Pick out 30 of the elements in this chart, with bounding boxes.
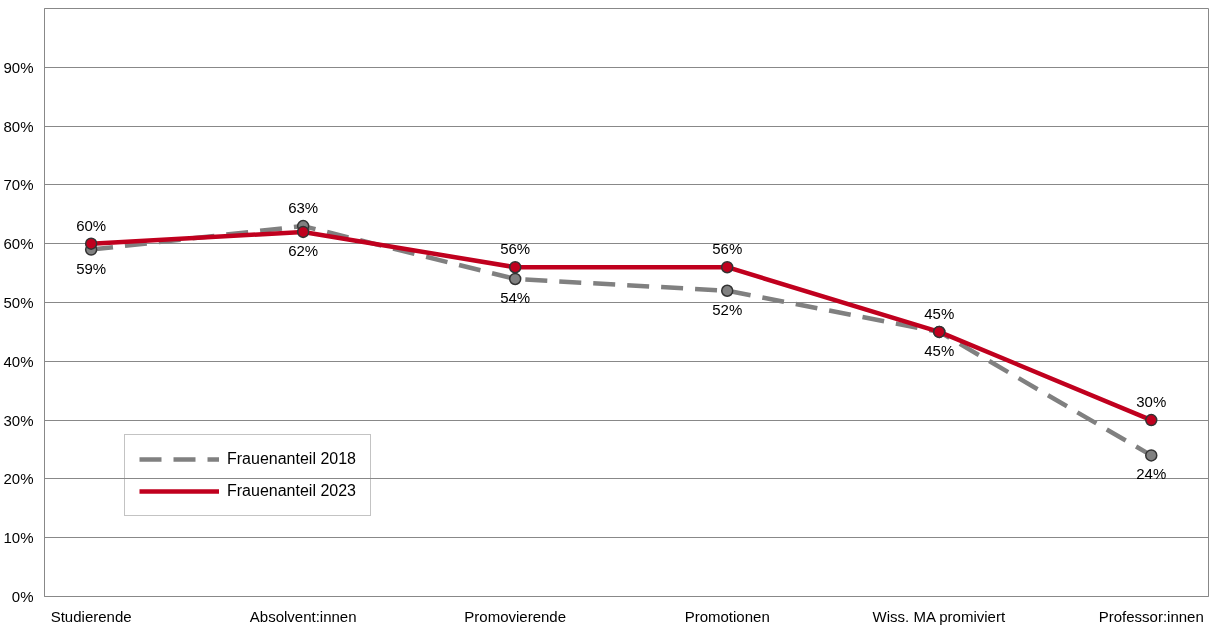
legend-label: Frauenanteil 2023	[227, 482, 356, 500]
y-tick-label: 50%	[3, 294, 34, 311]
x-tick-label: Professor:innen	[1098, 607, 1204, 625]
data-label: 24%	[1136, 465, 1167, 483]
x-tick-label: Promovierende	[464, 607, 567, 625]
data-label: 45%	[924, 304, 955, 322]
legend-label: Frauenanteil 2018	[227, 450, 356, 468]
x-tick-label: Promotionen	[684, 607, 770, 625]
y-tick-label: 80%	[3, 117, 34, 135]
data-label: 62%	[288, 241, 319, 259]
data-label: 30%	[1136, 393, 1167, 411]
data-label: 56%	[500, 240, 531, 258]
data-label: 54%	[500, 288, 531, 306]
data-label: 63%	[288, 199, 319, 217]
y-tick-label: 90%	[3, 58, 34, 76]
data-label: 45%	[924, 341, 955, 359]
data-label: 52%	[712, 300, 743, 318]
x-tick-label: Wiss. MA promiviert	[872, 607, 1006, 625]
y-tick-label: 70%	[3, 176, 34, 194]
x-tick-label: Absolvent:innen	[249, 607, 357, 625]
data-label: 59%	[76, 259, 107, 277]
x-tick-label: Studierende	[50, 607, 132, 625]
y-tick-label: 30%	[3, 411, 34, 429]
y-tick-label: 0%	[11, 588, 34, 605]
y-tick-label: 10%	[3, 529, 34, 547]
data-label: 60%	[76, 216, 107, 234]
data-label: 56%	[712, 240, 743, 258]
y-tick-label: 40%	[3, 352, 34, 370]
y-tick-label: 60%	[3, 235, 34, 253]
y-tick-label: 20%	[3, 470, 34, 488]
